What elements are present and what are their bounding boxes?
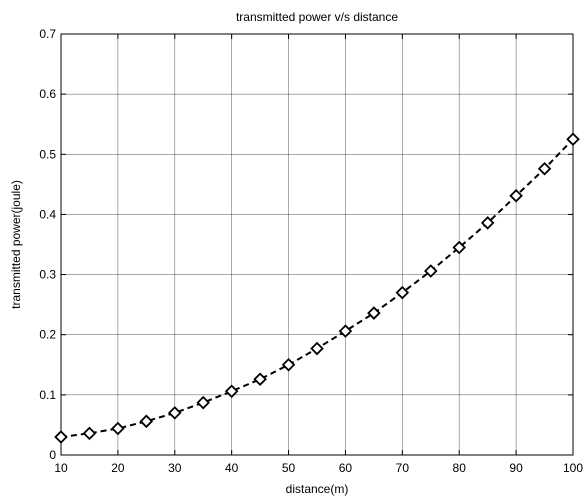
chart-title: transmitted power v/s distance (236, 10, 398, 24)
y-tick-label: 0.6 (39, 87, 56, 101)
x-tick-label: 50 (282, 461, 296, 475)
y-tick-label: 0.4 (39, 207, 56, 221)
y-tick-label: 0.2 (39, 328, 56, 342)
y-tick-label: 0.7 (39, 27, 56, 41)
data-point-marker (168, 406, 182, 420)
data-point-marker (310, 341, 324, 356)
y-axis: 0 0.1 0.2 0.3 0.4 0.5 0.6 0.7 (39, 27, 573, 462)
x-tick-label: 40 (225, 461, 239, 475)
data-point-marker (452, 240, 466, 255)
y-tick-label: 0 (49, 448, 56, 462)
data-point-marker (224, 384, 239, 399)
data-point-marker (82, 426, 97, 441)
x-tick-label: 80 (453, 461, 467, 475)
data-point-marker (509, 189, 523, 203)
data-point-marker (395, 285, 410, 300)
data-point-marker (253, 372, 267, 386)
data-point-marker (54, 430, 68, 444)
data-point-marker (566, 132, 580, 147)
y-tick-label: 0.3 (39, 268, 56, 282)
data-point-marker (111, 421, 125, 436)
data-point-marker (537, 161, 552, 176)
y-tick-label: 0.5 (39, 147, 56, 161)
x-tick-label: 10 (54, 461, 68, 475)
data-point-marker (338, 324, 353, 338)
data-point-marker (480, 216, 495, 230)
x-tick-label: 100 (563, 461, 583, 475)
x-tick-label: 30 (168, 461, 182, 475)
y-axis-label: transmitted power(joule) (9, 180, 23, 309)
grid-lines (61, 34, 573, 455)
data-series (54, 132, 580, 444)
x-tick-label: 70 (396, 461, 410, 475)
data-point-marker (139, 414, 154, 429)
data-point-marker (424, 264, 438, 278)
x-tick-label: 90 (509, 461, 523, 475)
data-point-marker (367, 306, 381, 320)
data-point-marker (196, 395, 210, 410)
y-tick-label: 0.1 (39, 388, 56, 402)
x-axis: 10 20 30 40 50 60 70 80 90 100 (54, 34, 583, 475)
x-axis-label: distance(m) (286, 482, 349, 496)
data-point-marker (281, 358, 296, 372)
x-tick-label: 60 (339, 461, 353, 475)
x-tick-label: 20 (111, 461, 125, 475)
plot-area-border (60, 33, 574, 456)
